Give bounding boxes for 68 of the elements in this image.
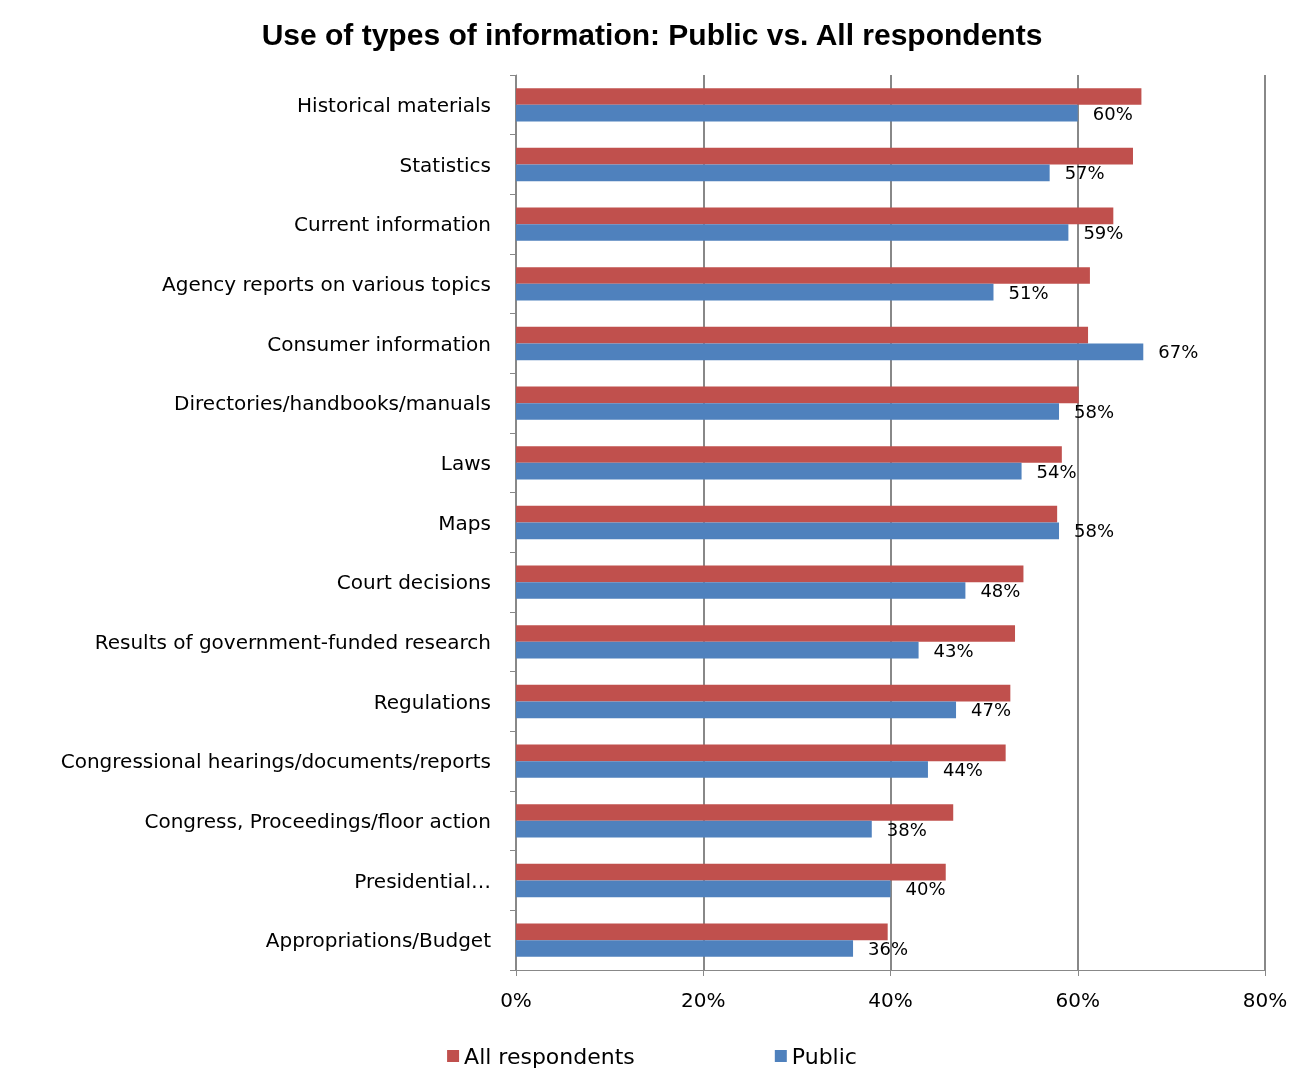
data-label: 47% <box>971 699 1012 721</box>
bar <box>516 462 1022 480</box>
bar <box>516 744 1006 762</box>
bar <box>516 761 928 778</box>
data-label: 44% <box>942 759 983 781</box>
data-label: 58% <box>1074 401 1115 423</box>
bar <box>516 880 891 898</box>
y-tick-label: Presidential… <box>354 868 491 893</box>
bar <box>516 267 1090 284</box>
bar <box>516 343 1144 361</box>
y-tick-label: Congress, Proceedings/floor action <box>144 808 491 833</box>
bar <box>516 565 1024 583</box>
bar <box>516 923 888 941</box>
y-tick-label: Court decisions <box>336 570 491 595</box>
bar <box>516 522 1060 540</box>
data-label: 54% <box>1036 460 1077 482</box>
x-tick-label: 0% <box>500 988 532 1012</box>
bar <box>516 403 1060 420</box>
legend-label: Public <box>791 1043 857 1069</box>
x-tick-label: 20% <box>681 988 726 1012</box>
bar <box>516 804 954 821</box>
bar <box>516 820 872 838</box>
data-label: 60% <box>1092 102 1133 124</box>
data-label: 59% <box>1083 222 1124 244</box>
chart-title: Use of types of information: Public vs. All respondents <box>261 17 1043 51</box>
bar <box>516 386 1079 404</box>
bar <box>516 88 1142 105</box>
data-label: 36% <box>868 938 909 960</box>
x-tick-label: 60% <box>1055 988 1100 1012</box>
y-tick-label: Congressional hearings/documents/reports <box>60 749 491 774</box>
data-label: 43% <box>933 639 974 661</box>
y-tick-label: Current information <box>294 212 491 237</box>
y-tick-label: Laws <box>440 450 491 475</box>
y-tick-label: Consumer information <box>267 331 491 356</box>
y-tick-label: Results of government-funded research <box>94 629 491 654</box>
bar <box>516 701 957 719</box>
y-tick-label: Historical materials <box>297 92 491 117</box>
data-label: 57% <box>1064 162 1105 184</box>
data-label: 51% <box>1008 281 1049 303</box>
bar <box>516 641 919 659</box>
y-tick-label: Maps <box>438 510 491 535</box>
bar <box>516 446 1062 463</box>
bar <box>516 505 1058 523</box>
y-tick-label: Statistics <box>399 152 491 177</box>
legend-label: All respondents <box>464 1043 635 1069</box>
bar <box>516 940 854 957</box>
bar <box>516 147 1133 165</box>
bar <box>516 625 1016 642</box>
bar <box>516 207 1114 225</box>
x-tick-label: 80% <box>1242 988 1288 1012</box>
x-tick-label: 40% <box>868 988 913 1012</box>
data-label: 67% <box>1158 341 1199 363</box>
data-label: 48% <box>980 580 1021 602</box>
y-tick-label: Agency reports on various topics <box>162 271 491 296</box>
bar <box>516 684 1011 702</box>
y-tick-label: Regulations <box>373 689 491 714</box>
y-tick-label: Appropriations/Budget <box>265 928 492 953</box>
bar <box>516 224 1069 241</box>
bar <box>516 863 946 881</box>
bar <box>516 326 1089 344</box>
bar <box>516 582 966 599</box>
bar <box>516 283 994 301</box>
data-label: 40% <box>905 878 946 900</box>
bar <box>516 164 1050 182</box>
data-label: 38% <box>886 818 927 840</box>
bar <box>516 104 1078 122</box>
y-tick-label: Directories/handbooks/manuals <box>174 391 491 416</box>
data-label: 58% <box>1074 520 1115 542</box>
